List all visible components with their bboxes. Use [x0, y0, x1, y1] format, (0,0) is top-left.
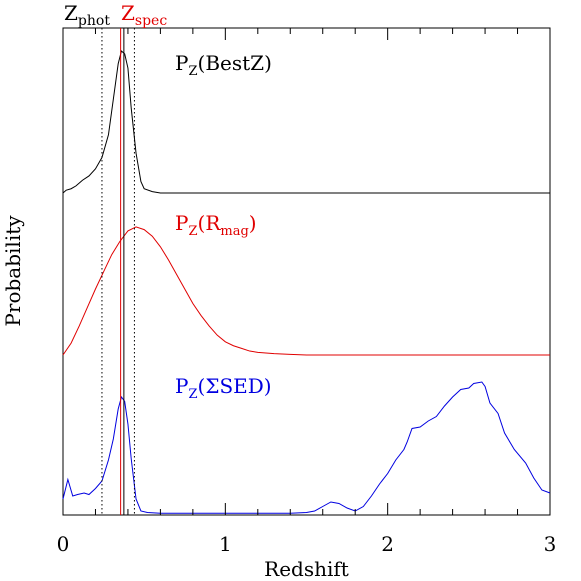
y-axis-label: Probability: [1, 215, 25, 327]
x-axis-ticks: 0 1 2 3: [57, 28, 557, 556]
series-curves: [62, 50, 551, 514]
x-tick-label: 1: [219, 532, 232, 556]
series-labels: PZ(BestZ) PZ(Rmag) PZ(ΣSED) Zphot Zspec: [64, 1, 272, 402]
x-tick-label: 3: [544, 532, 557, 556]
series-label: PZ(BestZ): [175, 51, 272, 79]
redshift-markers: [101, 28, 135, 515]
series-line-r: [62, 226, 550, 356]
series-line-sed: [62, 381, 551, 514]
zspec-label: Zspec: [121, 1, 167, 29]
zphot-label: Zphot: [64, 1, 110, 29]
x-tick-label: 2: [381, 532, 394, 556]
series-label: PZ(Rmag): [175, 211, 257, 239]
x-axis-label: Redshift: [264, 557, 349, 581]
plot-frame: [62, 27, 551, 516]
x-tick-label: 0: [57, 532, 70, 556]
series-line-bestz: [62, 50, 550, 194]
series-label: PZ(ΣSED): [175, 374, 272, 402]
